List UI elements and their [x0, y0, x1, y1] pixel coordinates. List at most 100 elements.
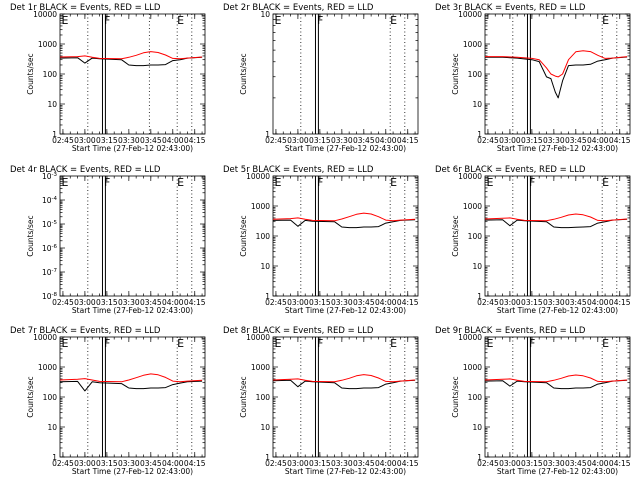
series-events: [59, 56, 203, 67]
x-tick-label: 03:30: [118, 298, 140, 307]
x-tick-label: 02:45: [52, 298, 74, 307]
x-tick-label: 03:00: [287, 459, 309, 468]
plot-frame: [484, 336, 631, 458]
flag-marker: E: [602, 337, 609, 350]
y-tick-label: 1: [477, 130, 482, 139]
plot-frame: [484, 175, 631, 297]
y-tick-label: 10: [47, 423, 57, 432]
x-axis-label: Start Time (27-Feb-12 02:43:00): [285, 467, 406, 476]
panel-det-3: Det 3r BLACK = Events, RED = LLD 1 10 100 10…: [435, 3, 631, 153]
panel-det-8: Det 8r BLACK = Events, RED = LLD 1 10 100 10…: [223, 326, 419, 476]
plot-frame: [59, 336, 206, 458]
panel-title: Det 2r BLACK = Events, RED = LLD: [223, 3, 374, 13]
y-tick-label: 10: [472, 100, 482, 109]
flag-marker: E: [486, 176, 493, 189]
x-tick-label: 04:00: [587, 298, 609, 307]
flag-marker: F: [104, 176, 110, 189]
x-tick-label: 04:00: [162, 459, 184, 468]
flag-marker: F: [529, 176, 535, 189]
x-tick-label: 04:15: [184, 298, 206, 307]
y-tick-label: 10000: [458, 172, 482, 181]
series-events: [485, 56, 628, 99]
x-tick-label: 03:00: [499, 136, 521, 145]
flag-marker: E: [390, 14, 397, 27]
y-axis-label: Counts/sec: [239, 376, 248, 417]
panel-title: Det 3r BLACK = Events, RED = LLD: [435, 3, 586, 13]
flag-marker: E: [602, 14, 609, 27]
series-lld: [484, 213, 628, 222]
y-tick-label: 100: [468, 232, 483, 241]
x-tick-label: 03:00: [499, 298, 521, 307]
panel-title: Det 8r BLACK = Events, RED = LLD: [223, 326, 374, 336]
x-axis-label: Start Time (27-Feb-12 02:43:00): [72, 144, 193, 153]
x-tick-label: 02:45: [477, 459, 499, 468]
x-tick-label: 03:45: [140, 298, 162, 307]
y-axis-label: Counts/sec: [451, 376, 460, 417]
x-tick-label: 03:30: [543, 459, 565, 468]
plot-frame: [272, 13, 419, 135]
panel-det-9: Det 9r BLACK = Events, RED = LLD 1 10 100 10…: [435, 326, 631, 476]
x-tick-label: 03:15: [309, 459, 331, 468]
y-tick-label: 10000: [458, 10, 482, 19]
x-tick-label: 02:45: [265, 136, 287, 145]
y-tick-label: 100: [43, 393, 58, 402]
y-tick-label: 1000: [463, 363, 482, 372]
x-axis-label: Start Time (27-Feb-12 02:43:00): [497, 144, 618, 153]
x-tick-label: 03:45: [353, 136, 375, 145]
plot-frame: [484, 13, 631, 135]
y-axis-label: Counts/sec: [239, 215, 248, 256]
flag-marker: F: [317, 14, 323, 27]
y-tick-label: 10: [260, 262, 270, 271]
panel-det-6: Det 6r BLACK = Events, RED = LLD 1 10 100 10…: [435, 165, 631, 315]
x-tick-label: 04:15: [397, 459, 419, 468]
x-tick-label: 04:00: [375, 136, 397, 145]
x-tick-label: 04:00: [162, 298, 184, 307]
y-tick-label: 1000: [463, 40, 482, 49]
x-tick-label: 03:15: [96, 459, 118, 468]
x-axis-label: Start Time (27-Feb-12 02:43:00): [285, 306, 406, 315]
panel-det-5: Det 5r BLACK = Events, RED = LLD 1 10 100 10…: [223, 165, 419, 315]
y-axis-label: Counts/sec: [26, 53, 35, 94]
y-tick-label: 10: [260, 423, 270, 432]
series-lld: [484, 374, 628, 383]
plot-frame: [272, 336, 419, 458]
series-lld: [59, 373, 203, 383]
flag-marker: E: [61, 176, 68, 189]
series-events: [272, 219, 416, 229]
x-tick-label: 03:30: [331, 298, 353, 307]
y-tick-label: 100: [468, 70, 483, 79]
panel-det-1: Det 1r BLACK = Events, RED = LLD 1 10 100 10…: [10, 3, 206, 153]
x-tick-label: 02:45: [477, 298, 499, 307]
x-tick-label: 02:45: [477, 136, 499, 145]
flag-marker: F: [104, 337, 110, 350]
y-tick-label: 1000: [38, 40, 57, 49]
series-events: [484, 379, 628, 390]
panel-title: Det 9r BLACK = Events, RED = LLD: [435, 326, 586, 336]
panel-title: Det 5r BLACK = Events, RED = LLD: [223, 165, 374, 175]
x-tick-label: 03:30: [118, 459, 140, 468]
x-tick-label: 03:00: [74, 459, 96, 468]
flag-marker: E: [274, 176, 281, 189]
y-tick-label: 10000: [246, 333, 270, 342]
y-tick-label: 1: [52, 130, 57, 139]
flag-marker: E: [61, 14, 68, 27]
x-tick-label: 02:45: [52, 459, 74, 468]
x-tick-label: 04:00: [375, 298, 397, 307]
series-events: [59, 380, 203, 392]
x-axis-label: Start Time (27-Feb-12 02:43:00): [497, 306, 618, 315]
flag-marker: E: [390, 176, 397, 189]
x-tick-label: 04:15: [397, 298, 419, 307]
x-tick-label: 03:00: [74, 298, 96, 307]
x-tick-label: 04:15: [609, 459, 631, 468]
flag-marker: F: [529, 337, 535, 350]
y-axis-label: Counts/sec: [451, 53, 460, 94]
flag-marker: E: [486, 337, 493, 350]
y-tick-label: 1000: [251, 202, 270, 211]
x-tick-label: 03:45: [140, 459, 162, 468]
series-lld: [272, 374, 416, 383]
x-axis-label: Start Time (27-Feb-12 02:43:00): [72, 467, 193, 476]
series-events: [484, 218, 628, 229]
x-tick-label: 03:30: [118, 136, 140, 145]
flag-marker: F: [317, 176, 323, 189]
